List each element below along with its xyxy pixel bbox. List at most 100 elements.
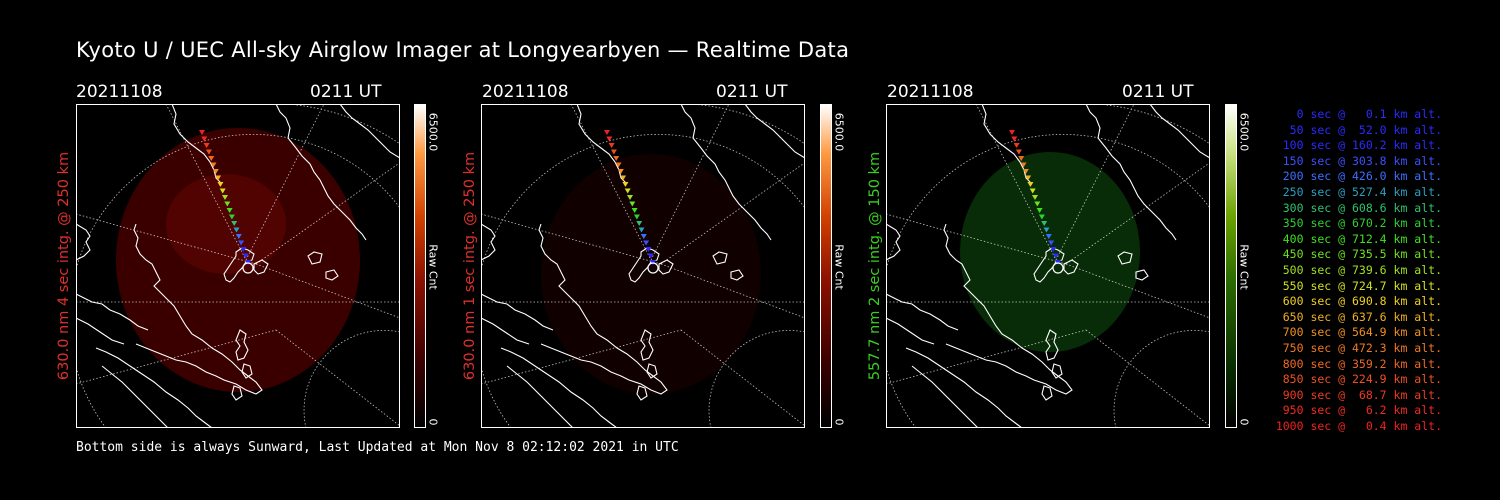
legend-item: 950 sec @ 6.2 km alt. (1282, 403, 1442, 418)
coastline (481, 104, 805, 428)
trajectory-point (1018, 156, 1025, 161)
trajectory-point (222, 195, 228, 200)
legend-item: 1000 sec @ 0.4 km alt. (1275, 418, 1442, 433)
trajectory-point (1034, 201, 1041, 207)
panel-3-time: 0211 UT (1122, 82, 1194, 102)
coastline (76, 104, 400, 428)
trajectory-point (233, 227, 240, 233)
legend-item: 150 sec @ 303.8 km alt. (1282, 153, 1442, 168)
graticule (76, 104, 400, 428)
legend-item: 800 sec @ 359.2 km alt. (1282, 356, 1442, 371)
panel-3-date: 20211108 (887, 82, 974, 102)
panel-1-side-label: 630.0 nm 4 sec intg. @ 250 km (56, 151, 72, 381)
legend-item: 700 sec @ 564.9 km alt. (1282, 325, 1442, 340)
trajectory-point (620, 175, 627, 181)
map-frame (481, 104, 805, 428)
site-marker (1052, 262, 1064, 274)
trajectory-point (205, 149, 212, 155)
legend-item: 350 sec @ 670.2 km alt. (1282, 216, 1442, 231)
legend-item: 750 sec @ 472.3 km alt. (1282, 340, 1442, 355)
trajectory-point (217, 182, 224, 187)
map-frame (76, 104, 400, 428)
trajectory-point (226, 208, 233, 213)
panel-2-colorbar (820, 104, 832, 428)
trajectory-point (615, 162, 622, 168)
panel-1-cbar-min: 0 (426, 418, 440, 426)
panel-3-side-label-wrap: 557.7 nm 2 sec intg. @ 150 km (863, 104, 887, 428)
site-marker (647, 262, 659, 274)
trajectory-point (210, 162, 217, 168)
panel-3-map[interactable] (886, 104, 1210, 428)
legend-item: 300 sec @ 608.6 km alt. (1282, 200, 1442, 215)
panel-3-side-label: 557.7 nm 2 sec intg. @ 150 km (867, 151, 883, 381)
legend-item: 100 sec @ 160.2 km alt. (1282, 138, 1442, 153)
trajectory-point (242, 253, 249, 259)
panel-2-side-label-wrap: 630.0 nm 1 sec intg. @ 250 km (458, 104, 482, 428)
trajectory-point (199, 130, 205, 135)
panel-1-map[interactable] (76, 104, 400, 428)
legend-item: 850 sec @ 224.9 km alt. (1282, 372, 1442, 387)
panel-1-side-label-wrap: 630.0 nm 4 sec intg. @ 250 km (52, 104, 76, 428)
trajectory-point (235, 234, 242, 239)
legend-item: 400 sec @ 712.4 km alt. (1282, 231, 1442, 246)
trajectory-point (1009, 130, 1015, 135)
trajectory-point (1032, 195, 1038, 200)
legend-item: 200 sec @ 426.0 km alt. (1282, 169, 1442, 184)
panel-2-time: 0211 UT (716, 82, 788, 102)
site-marker (242, 262, 254, 274)
map-frame (886, 104, 1210, 428)
trajectory-point (215, 175, 222, 181)
panel-1-time: 0211 UT (310, 82, 382, 102)
trajectory-point (617, 169, 624, 174)
legend-item: 500 sec @ 739.6 km alt. (1282, 262, 1442, 277)
panel-1-cbar-max: 6500.0 (426, 112, 440, 152)
trajectory-point (1050, 247, 1057, 252)
panel-3-cbar-unit: Raw Cnt (1237, 244, 1251, 290)
coastline (886, 104, 1210, 428)
trajectory-point (1027, 182, 1034, 187)
trajectory (1009, 130, 1061, 265)
panel-1-date: 20211108 (76, 82, 163, 102)
airglow-emission (116, 128, 360, 392)
panel-3-cbar-max: 6500.0 (1237, 112, 1251, 152)
trajectory-point (608, 143, 615, 148)
trajectory-point (238, 240, 245, 246)
panel-3-cbar-min: 0 (1237, 418, 1251, 426)
trajectory-point (203, 143, 210, 148)
trajectory-point (1043, 227, 1050, 233)
trajectory-point (645, 247, 652, 252)
trajectory-point (1045, 234, 1052, 239)
map-canvas (886, 104, 1210, 428)
panel-2-map[interactable] (481, 104, 805, 428)
panel-3-colorbar (1225, 104, 1237, 428)
trajectory-point (647, 253, 654, 259)
trajectory-legend: 0 sec @ 0.1 km alt. 50 sec @ 52.0 km alt.… (1256, 107, 1442, 434)
trajectory-point (219, 188, 226, 194)
airglow-bright-patch (166, 174, 286, 274)
legend-item: 50 sec @ 52.0 km alt. (1289, 122, 1442, 137)
trajectory-point (1036, 208, 1043, 213)
panel-2-side-label: 630.0 nm 1 sec intg. @ 250 km (462, 151, 478, 381)
trajectory-point (1025, 175, 1032, 181)
trajectory-point (627, 195, 633, 200)
trajectory-point (640, 234, 647, 239)
panel-1-colorbar (414, 104, 426, 428)
trajectory-point (606, 136, 613, 142)
airglow-emission (541, 154, 761, 394)
trajectory-point (1052, 253, 1059, 259)
map-canvas (481, 104, 805, 428)
trajectory-point (212, 169, 219, 174)
trajectory-point (629, 201, 636, 207)
graticule (886, 104, 1210, 428)
trajectory-point (638, 227, 645, 233)
trajectory-point (624, 188, 631, 194)
panel-2-cbar-max: 6500.0 (832, 112, 846, 152)
trajectory-point (1041, 221, 1048, 226)
trajectory-point (1013, 143, 1020, 148)
trajectory-point (228, 214, 235, 220)
trajectory-point (224, 201, 231, 207)
legend-item: 0 sec @ 0.1 km alt. (1296, 107, 1442, 121)
legend-item: 450 sec @ 735.5 km alt. (1282, 247, 1442, 262)
trajectory-point (231, 221, 238, 226)
trajectory-point (604, 130, 610, 135)
